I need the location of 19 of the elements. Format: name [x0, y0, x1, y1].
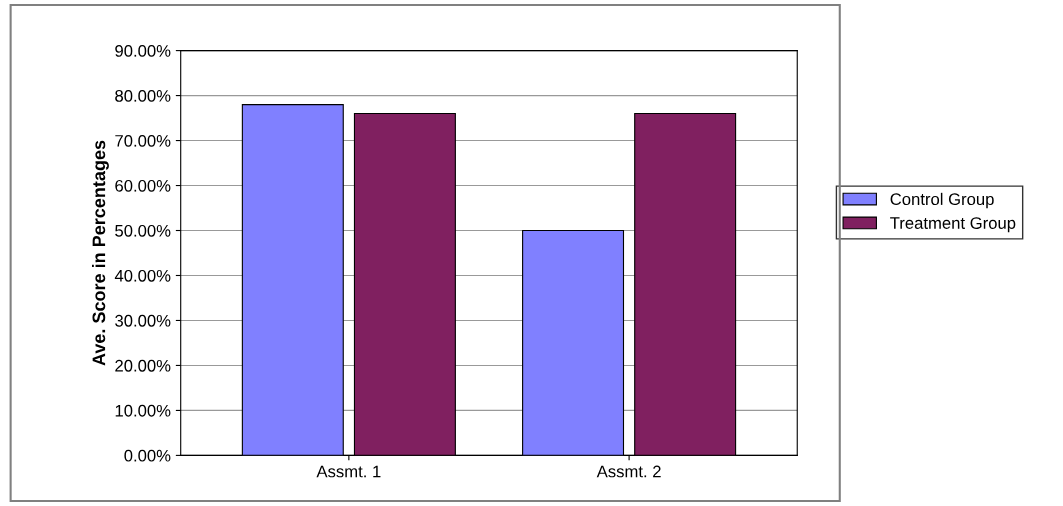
- y-tick-label: 90.00%: [115, 45, 171, 57]
- y-tick-label: 0.00%: [124, 449, 171, 462]
- y-tick-label: 10.00%: [115, 404, 171, 417]
- bar: [522, 229, 625, 456]
- legend-label: Control Group: [890, 192, 994, 209]
- x-tick-label: Assmt. 2: [596, 465, 661, 478]
- y-tick-label: 60.00%: [115, 179, 171, 192]
- y-tick-label: 20.00%: [115, 359, 171, 372]
- bar: [353, 113, 456, 456]
- legend-label: Treatment Group: [890, 217, 1016, 233]
- y-tick-label: 70.00%: [115, 134, 171, 147]
- y-axis-title: Ave. Score in Percentages: [92, 140, 109, 366]
- y-tick-label: 40.00%: [114, 269, 171, 282]
- y-tick-label: 50.00%: [115, 224, 171, 237]
- bar: [241, 104, 344, 456]
- x-tick-label: Assmt. 1: [316, 465, 381, 478]
- y-tick-label: 80.00%: [115, 89, 171, 102]
- bar: [634, 113, 737, 456]
- y-tick-label: 30.00%: [115, 314, 171, 327]
